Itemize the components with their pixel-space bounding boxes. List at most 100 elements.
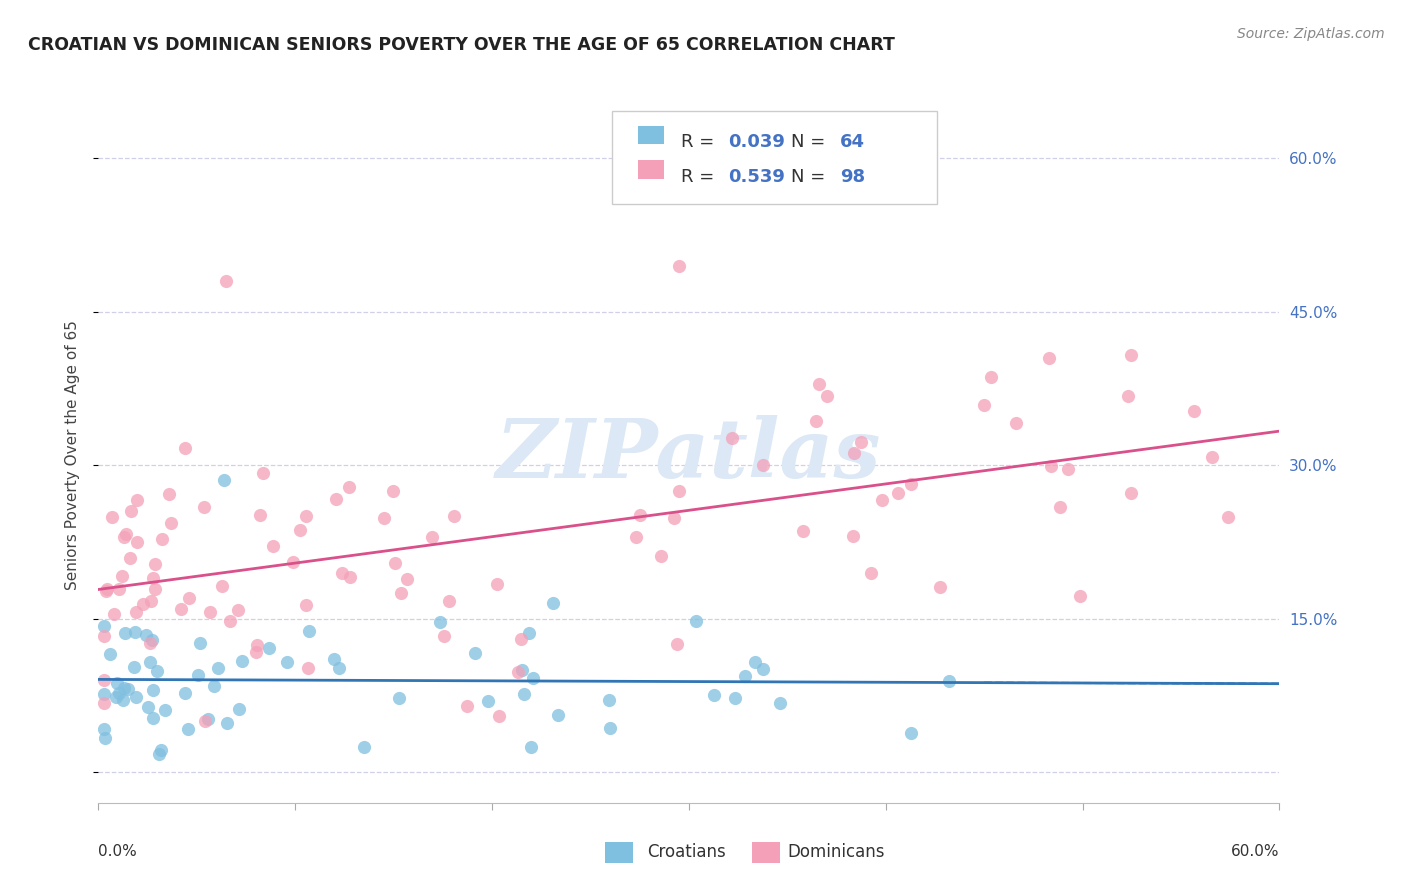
Point [973,399,995,413]
Point [207,661,229,675]
Point [1038,351,1060,365]
Point [980,370,1002,384]
Point [120,504,142,518]
Point [157,486,180,500]
Point [142,571,165,585]
Point [117,681,139,696]
Point [215,274,238,288]
Point [384,556,406,570]
Point [214,474,236,488]
Point [815,389,838,403]
Text: 0.0%: 0.0% [98,844,138,859]
Point [177,591,200,605]
Point [628,508,651,523]
Point [1057,462,1080,476]
Point [125,535,148,549]
Point [231,654,253,668]
Point [249,508,271,522]
Point [668,259,690,273]
Point [93,629,115,643]
Point [211,579,233,593]
Point [202,679,225,693]
Point [93,696,115,710]
Point [734,669,756,683]
Point [148,747,170,762]
Point [108,686,131,700]
Point [506,665,529,679]
Point [842,445,865,459]
Point [132,598,155,612]
Point [138,655,160,669]
Point [193,500,215,514]
Point [723,691,745,706]
Point [198,605,221,619]
Point [125,493,148,508]
Point [245,644,267,658]
Text: R =: R = [681,133,720,151]
Point [703,688,725,702]
Point [744,655,766,669]
Point [143,557,166,571]
Point [111,569,134,583]
Point [439,594,461,608]
Point [125,690,148,704]
Point [259,640,281,655]
Text: CROATIAN VS DOMINICAN SENIORS POVERTY OVER THE AGE OF 65 CORRELATION CHART: CROATIAN VS DOMINICAN SENIORS POVERTY OV… [28,36,896,54]
Point [721,431,744,445]
Point [464,646,486,660]
Point [477,694,499,708]
Point [114,527,136,541]
Point [197,712,219,726]
Point [420,530,443,544]
Point [188,636,211,650]
Point [1116,388,1139,402]
Text: 98: 98 [841,168,865,186]
Point [900,477,922,491]
Point [938,673,960,688]
Text: R =: R = [681,168,720,186]
Point [298,624,321,639]
Point [297,661,319,675]
Point [112,681,135,696]
Point [177,722,200,736]
Point [295,508,318,523]
Point [598,693,620,707]
Text: Croatians: Croatians [647,843,725,861]
Point [135,628,157,642]
Point [849,434,872,449]
Point [522,671,544,685]
Point [887,486,910,500]
Point [150,532,173,546]
Point [860,566,883,581]
Text: 0.039: 0.039 [728,133,785,151]
Point [519,625,541,640]
Point [194,714,217,728]
Text: ZIPatlas: ZIPatlas [496,415,882,495]
Point [389,585,412,599]
Point [509,632,531,646]
Point [105,675,128,690]
Point [290,523,312,537]
Point [792,524,814,538]
Point [512,687,534,701]
FancyBboxPatch shape [638,161,664,178]
Point [353,739,375,754]
Point [666,637,689,651]
Point [488,709,510,723]
Point [685,615,707,629]
Point [1040,458,1063,473]
Point [323,652,346,666]
Point [870,493,893,508]
Point [395,572,418,586]
Point [1182,404,1205,418]
Point [510,663,533,677]
Point [752,458,775,473]
Text: 0.539: 0.539 [728,168,785,186]
Point [93,731,115,745]
Point [139,636,162,650]
Point [433,629,456,643]
Point [520,739,543,754]
Point [125,605,148,619]
Point [668,483,690,498]
Point [1201,450,1223,464]
